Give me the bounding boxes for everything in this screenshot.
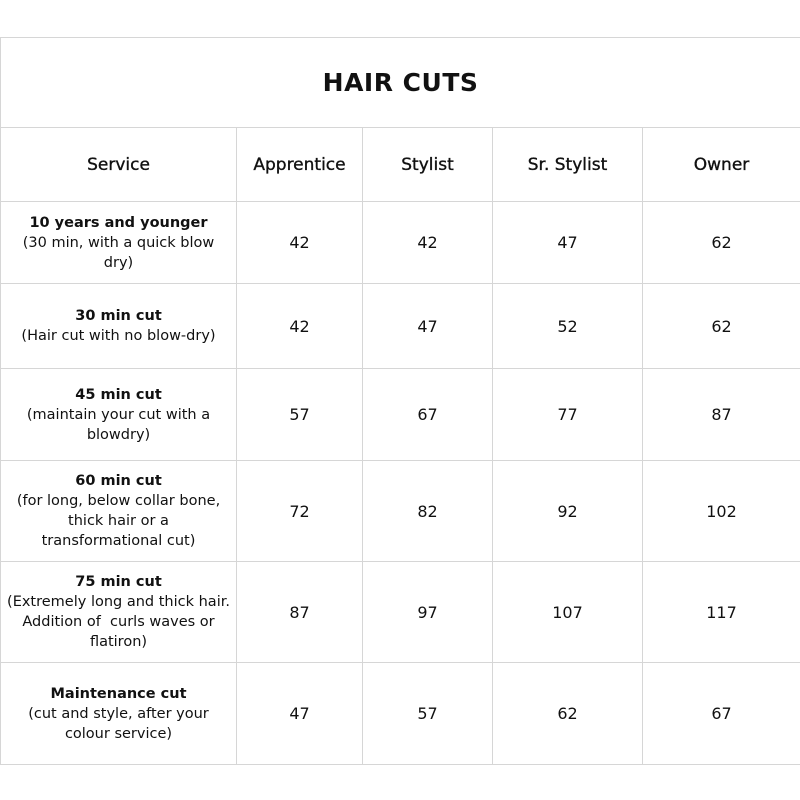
- price-apprentice: 47: [236, 662, 363, 765]
- title-row: HAIR CUTS: [0, 37, 800, 128]
- table-row: Maintenance cut (cut and style, after yo…: [0, 662, 800, 765]
- price-apprentice: 42: [236, 201, 363, 284]
- price-sr-stylist: 77: [492, 368, 643, 461]
- service-name: 30 min cut: [75, 308, 162, 324]
- table-row: 60 min cut (for long, below collar bone,…: [0, 460, 800, 562]
- price-owner: 62: [641, 283, 800, 369]
- price-owner: 67: [641, 662, 800, 765]
- service-name: 10 years and younger: [29, 214, 208, 231]
- service-cell: 30 min cut (Hair cut with no blow-dry): [0, 283, 237, 369]
- price-apprentice: 72: [236, 460, 363, 562]
- column-header-apprentice: Apprentice: [236, 127, 363, 202]
- price-apprentice: 42: [236, 283, 363, 369]
- service-name: 60 min cut: [75, 473, 162, 489]
- service-cell: 60 min cut (for long, below collar bone,…: [0, 460, 237, 562]
- header-row: Service Apprentice Stylist Sr. Stylist O…: [0, 127, 800, 202]
- column-header-service: Service: [0, 127, 237, 202]
- service-description: (Extremely long and thick hair. Addition…: [7, 594, 235, 650]
- price-owner: 87: [641, 368, 800, 461]
- service-cell: 75 min cut (Extremely long and thick hai…: [0, 561, 237, 663]
- table-row: 30 min cut (Hair cut with no blow-dry) 4…: [0, 283, 800, 369]
- service-description: (cut and style, after your colour servic…: [28, 705, 209, 742]
- column-header-stylist: Stylist: [362, 127, 493, 202]
- price-stylist: 82: [362, 460, 493, 562]
- service-description: (for long, below collar bone, thick hair…: [16, 493, 221, 549]
- price-stylist: 47: [362, 283, 493, 369]
- price-owner: 102: [641, 460, 800, 562]
- price-stylist: 67: [362, 368, 493, 461]
- table-row: 75 min cut (Extremely long and thick hai…: [0, 561, 800, 663]
- service-cell: 10 years and younger (30 min, with a qui…: [0, 201, 237, 284]
- price-sr-stylist: 92: [492, 460, 643, 562]
- price-owner: 62: [641, 201, 800, 284]
- service-name: 45 min cut: [75, 386, 162, 403]
- column-header-sr-stylist: Sr. Stylist: [492, 127, 643, 202]
- price-sr-stylist: 62: [492, 662, 643, 765]
- service-name: 75 min cut: [75, 574, 162, 590]
- price-stylist: 42: [362, 201, 493, 284]
- price-sr-stylist: 107: [492, 561, 643, 663]
- service-description: (Hair cut with no blow-dry): [21, 328, 216, 344]
- price-table: HAIR CUTS Service Apprentice Stylist Sr.…: [0, 37, 800, 765]
- price-stylist: 97: [362, 561, 493, 663]
- service-cell: Maintenance cut (cut and style, after yo…: [0, 662, 237, 765]
- service-description: (maintain your cut with a blowdry): [26, 406, 211, 443]
- service-description: (30 min, with a quick blow dry): [22, 234, 215, 271]
- price-sr-stylist: 52: [492, 283, 643, 369]
- table-row: 45 min cut (maintain your cut with a blo…: [0, 368, 800, 461]
- service-name: Maintenance cut: [50, 685, 187, 702]
- price-stylist: 57: [362, 662, 493, 765]
- table-row: 10 years and younger (30 min, with a qui…: [0, 201, 800, 284]
- service-cell: 45 min cut (maintain your cut with a blo…: [0, 368, 237, 461]
- price-owner: 117: [641, 561, 800, 663]
- table-title: HAIR CUTS: [0, 37, 800, 128]
- price-apprentice: 57: [236, 368, 363, 461]
- price-apprentice: 87: [236, 561, 363, 663]
- price-sr-stylist: 47: [492, 201, 643, 284]
- column-header-owner: Owner: [641, 127, 800, 202]
